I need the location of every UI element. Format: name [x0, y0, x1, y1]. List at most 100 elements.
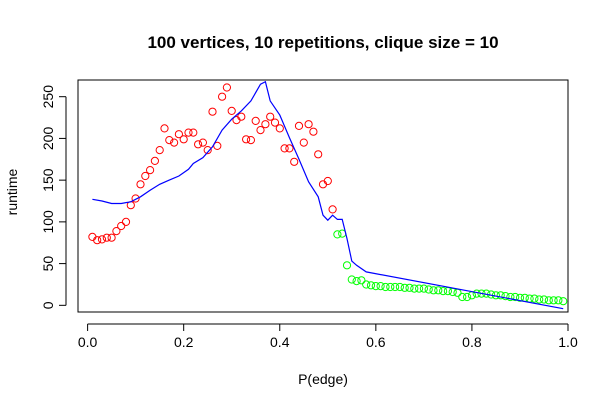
data-point — [439, 287, 448, 296]
data-point — [549, 296, 558, 305]
data-point — [155, 146, 164, 155]
data-point — [429, 286, 438, 295]
data-point — [357, 276, 366, 285]
data-point — [174, 130, 183, 139]
data-point — [117, 221, 126, 231]
data-point — [237, 112, 246, 121]
data-point — [467, 291, 476, 300]
data-point — [381, 282, 390, 292]
data-point — [136, 180, 145, 189]
data-point — [366, 281, 376, 290]
data-point — [275, 124, 284, 133]
data-point — [405, 283, 414, 292]
data-point — [453, 288, 462, 297]
y-tick-label: 150 — [40, 168, 56, 192]
data-point — [121, 217, 131, 226]
data-point — [458, 292, 467, 302]
data-point — [501, 292, 510, 301]
data-point — [371, 282, 380, 291]
data-point — [198, 138, 207, 147]
x-tick-label: 0.2 — [174, 334, 194, 350]
data-point — [165, 136, 174, 145]
series-line — [92, 80, 564, 310]
data-point — [184, 128, 193, 137]
data-point — [333, 230, 342, 239]
data-point — [141, 171, 150, 181]
data-point — [203, 146, 212, 155]
data-point — [342, 261, 352, 270]
data-point — [391, 282, 400, 292]
data-point — [376, 282, 385, 291]
data-point — [290, 157, 299, 166]
data-point — [150, 156, 159, 165]
data-point — [93, 236, 102, 245]
data-point — [189, 128, 198, 137]
data-point — [415, 284, 424, 293]
data-point — [443, 287, 452, 296]
data-point — [410, 284, 419, 293]
data-point — [194, 140, 203, 149]
data-point — [222, 83, 231, 92]
data-point — [328, 205, 337, 214]
y-tick-label: 50 — [40, 256, 56, 272]
data-point — [261, 120, 270, 129]
data-point — [160, 124, 169, 133]
data-point — [323, 176, 332, 186]
x-tick-label: 0.8 — [462, 334, 482, 350]
data-point — [314, 150, 323, 159]
data-point — [208, 107, 217, 116]
data-point — [559, 297, 568, 306]
data-point — [511, 292, 520, 302]
x-tick-label: 0.0 — [78, 334, 98, 350]
data-point — [107, 233, 116, 242]
data-point — [179, 135, 188, 144]
data-point — [227, 106, 236, 116]
data-point — [256, 126, 265, 135]
data-point — [463, 292, 472, 302]
data-point — [299, 138, 308, 147]
data-point — [506, 292, 515, 302]
data-point — [554, 296, 563, 305]
data-point — [400, 283, 409, 292]
data-point — [285, 144, 294, 153]
y-axis-label: runtime — [4, 168, 20, 215]
data-point — [270, 118, 280, 127]
x-tick-label: 1.0 — [558, 334, 578, 350]
y-tick-label: 0 — [40, 301, 56, 309]
plot-frame — [77, 79, 569, 313]
x-tick-label: 0.6 — [366, 334, 386, 350]
data-point — [386, 282, 395, 292]
data-point — [352, 277, 361, 286]
data-point — [218, 92, 227, 101]
y-tick-label: 100 — [40, 210, 56, 234]
data-point — [362, 280, 371, 289]
data-point — [304, 120, 313, 129]
chart-title: 100 vertices, 10 repetitions, clique siz… — [147, 33, 498, 52]
data-point — [515, 293, 525, 302]
data-point — [544, 296, 553, 305]
x-axis-label: P(edge) — [298, 371, 348, 387]
data-point — [97, 235, 107, 244]
data-point — [242, 135, 251, 144]
data-point — [246, 136, 255, 145]
data-point — [419, 284, 428, 293]
data-point — [266, 112, 275, 121]
y-tick-label: 250 — [40, 85, 56, 109]
data-point — [424, 285, 433, 294]
data-point — [294, 121, 304, 131]
data-point — [309, 127, 318, 136]
data-point — [146, 166, 155, 175]
x-tick-label: 0.4 — [270, 334, 290, 350]
data-point — [112, 227, 121, 236]
data-point — [347, 275, 356, 284]
data-point — [496, 291, 505, 300]
data-point — [395, 282, 404, 292]
data-point — [434, 286, 443, 295]
data-point — [251, 116, 260, 126]
data-point — [539, 295, 549, 304]
data-point — [170, 138, 179, 147]
data-point — [535, 295, 544, 304]
y-tick-label: 200 — [40, 127, 56, 151]
plot-layer: 0.0 0.2 0.4 0.6 0.8 1.0 0 50 100 150 200 250 — [40, 79, 578, 350]
